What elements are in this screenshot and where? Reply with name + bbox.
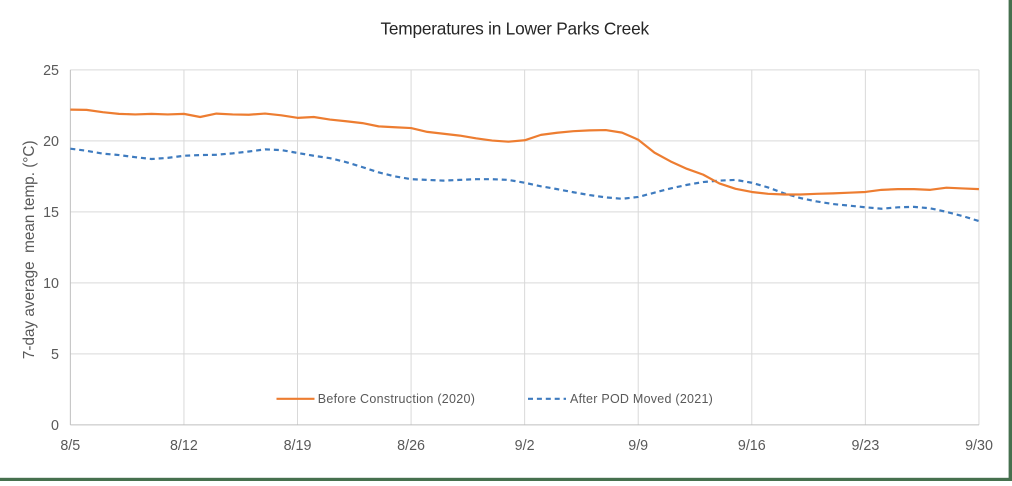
svg-text:Before Construction (2020): Before Construction (2020): [318, 392, 475, 406]
svg-text:8/12: 8/12: [170, 438, 198, 454]
svg-text:9/9: 9/9: [628, 438, 648, 454]
svg-text:10: 10: [43, 276, 59, 292]
svg-text:9/2: 9/2: [515, 438, 535, 454]
svg-text:After POD Moved (2021): After POD Moved (2021): [570, 392, 713, 406]
svg-text:Temperatures in Lower Parks Cr: Temperatures in Lower Parks Creek: [381, 19, 650, 39]
svg-text:8/26: 8/26: [397, 438, 425, 454]
svg-text:8/5: 8/5: [60, 438, 80, 454]
svg-text:5: 5: [51, 347, 59, 363]
svg-text:9/23: 9/23: [851, 438, 879, 454]
svg-text:8/19: 8/19: [284, 438, 312, 454]
svg-text:9/30: 9/30: [965, 438, 993, 454]
svg-text:0: 0: [51, 418, 59, 434]
svg-text:15: 15: [43, 205, 59, 221]
svg-text:9/16: 9/16: [738, 438, 766, 454]
svg-text:7-day average mean temp. (°C): 7-day average mean temp. (°C): [21, 140, 38, 359]
svg-text:25: 25: [43, 63, 59, 79]
svg-text:20: 20: [43, 134, 59, 150]
